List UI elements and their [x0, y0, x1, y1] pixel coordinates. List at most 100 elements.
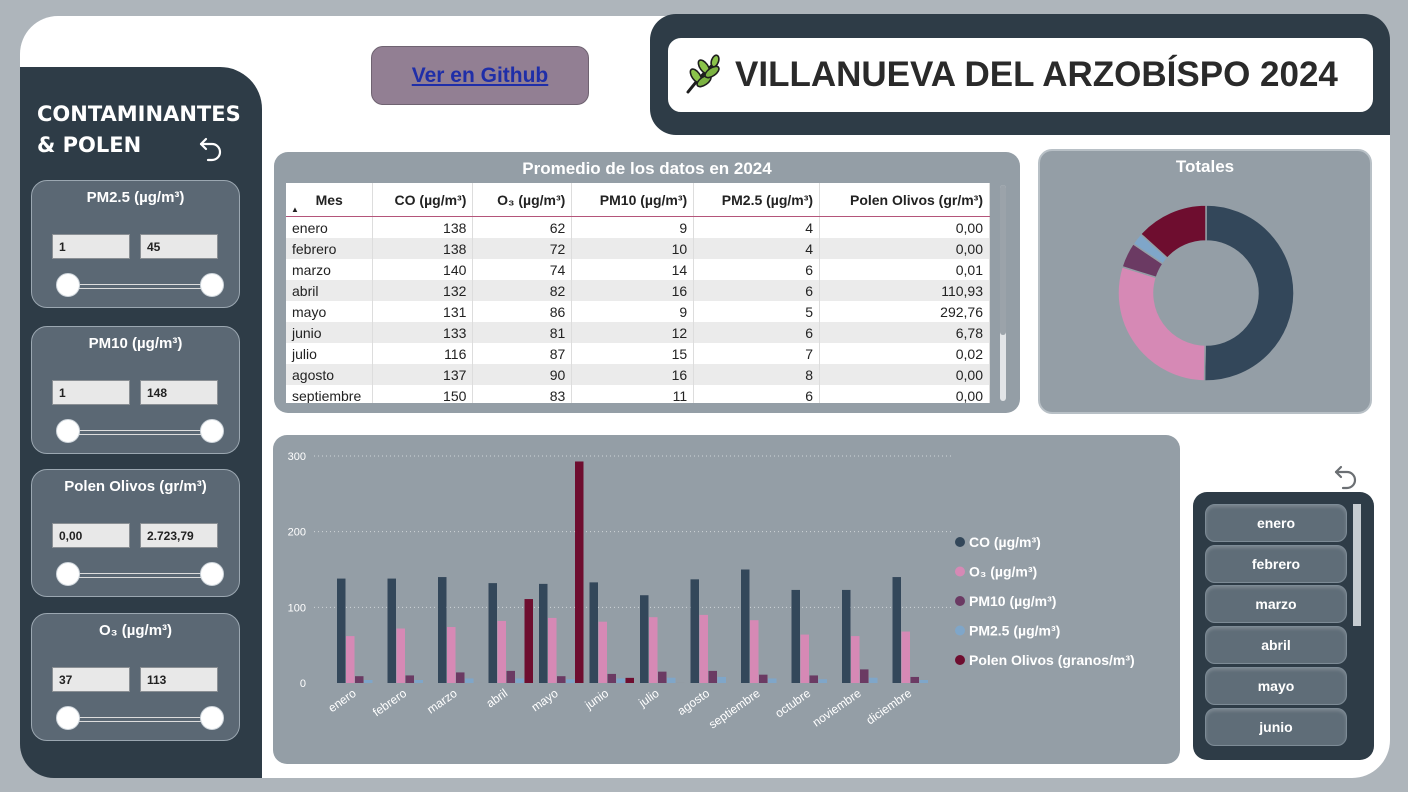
bar [869, 677, 878, 683]
slicer-max-handle[interactable] [200, 273, 224, 297]
table-scrollbar-thumb[interactable] [1000, 185, 1006, 335]
x-tick-label: febrero [370, 686, 409, 719]
column-header-co[interactable]: CO (µg/m³) [372, 183, 474, 217]
table-row[interactable]: abril 132 82 16 6 110,93 [286, 280, 990, 301]
bar [851, 636, 860, 683]
table-cell: 0,00 [819, 238, 990, 259]
bar [818, 679, 827, 683]
bar [598, 621, 607, 683]
slicer-max-input[interactable]: 113 [140, 667, 218, 692]
x-tick-label: junio [582, 686, 612, 713]
table-cell: 8 [693, 364, 821, 385]
slicer-pm25: PM2.5 (µg/m³) 1 45 [31, 180, 240, 308]
slicer-max-input[interactable]: 148 [140, 380, 218, 405]
slicer-title: PM10 (µg/m³) [88, 335, 183, 352]
month-option[interactable]: marzo [1205, 585, 1347, 624]
month-option[interactable]: mayo [1205, 666, 1347, 705]
reset-month-filter-icon[interactable] [1333, 463, 1359, 491]
slicer-title: PM2.5 (µg/m³) [86, 189, 185, 206]
table-cell: agosto [286, 364, 374, 385]
slicer-track[interactable] [68, 717, 212, 722]
bar [658, 671, 667, 683]
slicer-track[interactable] [68, 573, 212, 578]
table-cell: 16 [571, 364, 695, 385]
slicer-max-input[interactable]: 45 [140, 234, 218, 259]
monthly-bar-chart: 0 100 200 300 enero febrero marzo abril mayo juni… [288, 451, 1135, 732]
bar [717, 676, 726, 683]
x-tick-label: noviembre [810, 686, 864, 730]
filters-title: CONTAMINANTES & POLEN [37, 99, 247, 161]
slicer-min-input[interactable]: 0,00 [52, 523, 130, 548]
bar [616, 678, 625, 683]
table-row[interactable]: julio 116 87 15 7 0,02 [286, 343, 990, 364]
table-scrollbar[interactable] [1000, 185, 1006, 401]
slicer-pm10: PM10 (µg/m³) 1 148 [31, 326, 240, 454]
table-cell: septiembre [286, 385, 374, 403]
github-link-button[interactable]: Ver en Github [371, 46, 589, 105]
bar [842, 589, 851, 683]
table-cell: 133 [372, 322, 474, 343]
column-header-pm10[interactable]: PM10 (µg/m³) [571, 183, 695, 217]
table-cell: 10 [571, 238, 695, 259]
x-tick-label: septiembre [706, 686, 763, 732]
table-cell: 0,01 [819, 259, 990, 280]
slicer-max-input[interactable]: 2.723,79 [140, 523, 218, 548]
month-option[interactable]: enero [1205, 504, 1347, 542]
month-option[interactable]: abril [1205, 626, 1347, 665]
month-option[interactable]: junio [1205, 707, 1347, 746]
bar [667, 677, 676, 683]
table-row[interactable]: mayo 131 86 9 5 292,76 [286, 301, 990, 322]
table-row[interactable]: junio 133 81 12 6 6,78 [286, 322, 990, 343]
table-cell: 15 [571, 343, 695, 364]
slicer-track[interactable] [68, 430, 212, 435]
slicer-min-input[interactable]: 1 [52, 234, 130, 259]
slicer-min-input[interactable]: 1 [52, 380, 130, 405]
month-option[interactable]: febrero [1205, 544, 1347, 583]
donut-slice[interactable] [1117, 265, 1206, 382]
slicer-max-handle[interactable] [200, 562, 224, 586]
slicer-min-input[interactable]: 37 [52, 667, 130, 692]
column-header-o3[interactable]: O₃ (µg/m³) [472, 183, 573, 217]
table-cell: 72 [472, 238, 573, 259]
bar [649, 617, 658, 683]
header-label: Mes [315, 191, 343, 208]
reset-filters-icon[interactable] [198, 135, 224, 163]
table-cell: 132 [372, 280, 474, 301]
table-cell: 137 [372, 364, 474, 385]
table-row[interactable]: agosto 137 90 16 8 0,00 [286, 364, 990, 385]
column-header-polen[interactable]: Polen Olivos (gr/m³) [819, 183, 990, 217]
table-cell: 116 [372, 343, 474, 364]
bar [539, 583, 548, 683]
olive-branch-icon [686, 54, 720, 94]
slicer-max-handle[interactable] [200, 706, 224, 730]
bar [607, 673, 616, 683]
column-header-pm25[interactable]: PM2.5 (µg/m³) [693, 183, 821, 217]
slicer-max-handle[interactable] [200, 419, 224, 443]
slicer-min-handle[interactable] [56, 562, 80, 586]
donut-slice[interactable] [1203, 204, 1295, 382]
bar [640, 595, 649, 683]
totals-donut-chart [1117, 204, 1295, 382]
bar [625, 677, 634, 683]
slicer-track[interactable] [68, 284, 212, 289]
table-cell: 110,93 [819, 280, 990, 301]
bar [800, 634, 809, 683]
column-header-mes[interactable]: Mes ▲ [286, 183, 374, 217]
slicer-min-handle[interactable] [56, 273, 80, 297]
slicer-polen-olivos: Polen Olivos (gr/m³) 0,00 2.723,79 [31, 469, 240, 597]
slicer-min-handle[interactable] [56, 706, 80, 730]
bar [699, 614, 708, 683]
filters-title-line1: CONTAMINANTES [37, 102, 241, 126]
donut-slice[interactable] [1139, 204, 1207, 260]
table-row[interactable]: septiembre 150 83 11 6 0,00 [286, 385, 990, 403]
bar [438, 577, 447, 683]
table-cell: 7 [693, 343, 821, 364]
table-row[interactable]: febrero 138 72 10 4 0,00 [286, 238, 990, 259]
bar [524, 599, 533, 683]
table-cell: 6 [693, 280, 821, 301]
slicer-min-handle[interactable] [56, 419, 80, 443]
table-cell: 0,00 [819, 364, 990, 385]
month-slicer-scrollbar[interactable] [1353, 504, 1361, 626]
table-row[interactable]: enero 138 62 9 4 0,00 [286, 216, 990, 238]
table-row[interactable]: marzo 140 74 14 6 0,01 [286, 259, 990, 280]
